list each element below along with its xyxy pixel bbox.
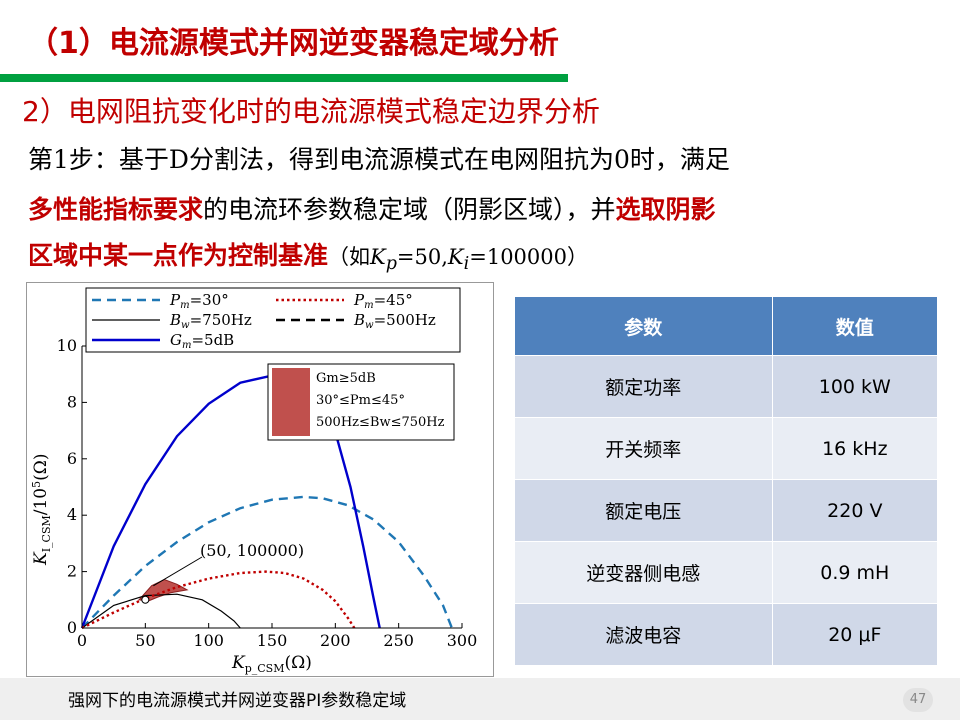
x-tick-label: 50 xyxy=(135,631,155,650)
table-row: 逆变器侧电感 0.9 mH xyxy=(514,541,939,604)
body-line-1: 第1步：基于D分割法，得到电流源模式在电网阻抗为0时，满足 xyxy=(28,145,730,174)
x-axis-label: Kp_CSM(Ω) xyxy=(231,653,312,675)
highlight-performance: 多性能指标要求 xyxy=(28,195,204,224)
body-line-2: 多性能指标要求的电流环参数稳定域（阴影区域），并选取阴影 xyxy=(28,190,940,226)
table-cell-param: 逆变器侧电感 xyxy=(514,541,773,604)
x-tick-label: 0 xyxy=(77,631,87,650)
x-tick-label: 300 xyxy=(447,631,478,650)
legend-label-5: Gm=5dB xyxy=(170,331,234,351)
series-line-2 xyxy=(81,593,241,629)
legend-label-4: Bw=500Hz xyxy=(353,311,436,331)
legend-label-2: Pm=45° xyxy=(353,291,413,311)
stability-region-chart: 0 50 100 150 200 250 300 0 2 4 6 8 10 Kp_CSM(Ω) KI_CSM… xyxy=(26,282,494,677)
table-cell-param: 开关频率 xyxy=(514,417,773,480)
table-cell-param: 额定功率 xyxy=(514,355,773,418)
annotation-label: (50, 100000) xyxy=(200,541,304,560)
table-row: 滤波电容 20 μF xyxy=(514,603,939,666)
slide-subtitle: 2）电网阻抗变化时的电流源模式稳定边界分析 xyxy=(22,95,600,128)
region-legend-label-2: 30°≤Pm≤45° xyxy=(316,393,405,408)
series-line-4 xyxy=(81,570,356,630)
annotation-leader xyxy=(153,556,203,587)
table-row: 额定电压 220 V xyxy=(514,479,939,542)
highlight-region: 区域中某一点作为控制基准 xyxy=(28,241,329,270)
x-tick-label: 250 xyxy=(383,631,414,650)
table-row: 额定功率 100 kW xyxy=(514,355,939,418)
x-tick-label: 100 xyxy=(193,631,224,650)
x-tick-label: 150 xyxy=(257,631,288,650)
table-header-param: 参数 xyxy=(514,296,773,356)
parameter-table: 参数 数值 额定功率 100 kW 开关频率 16 kHz 额定电压 220 V… xyxy=(514,296,939,666)
region-legend-label-3: 500Hz≤Bw≤750Hz xyxy=(316,415,445,430)
y-tick-label: 8 xyxy=(67,392,77,411)
x-tick-label: 200 xyxy=(320,631,351,650)
legend-label-3: Bw=750Hz xyxy=(169,311,252,331)
title-underline xyxy=(0,74,568,82)
slide-title: （1）电流源模式并网逆变器稳定域分析 xyxy=(28,26,559,61)
legend-label-1: Pm=30° xyxy=(169,291,229,311)
table-cell-value: 16 kHz xyxy=(771,417,939,480)
table-cell-value: 20 μF xyxy=(771,603,939,666)
table-cell-param: 滤波电容 xyxy=(514,603,773,666)
page-number: 47 xyxy=(903,688,933,712)
body-line-2-text: 的电流环参数稳定域（阴影区域），并 xyxy=(203,195,616,224)
table-cell-value: 220 V xyxy=(771,479,939,542)
y-tick-label: 2 xyxy=(67,562,77,581)
footer-bar xyxy=(0,678,960,720)
table-header-value: 数值 xyxy=(771,296,939,356)
table-cell-value: 0.9 mH xyxy=(771,541,939,604)
region-legend-label-1: Gm≥5dB xyxy=(316,371,376,386)
annotation-point xyxy=(141,595,150,604)
table-header-row: 参数 数值 xyxy=(514,296,939,356)
y-tick-label: 10 xyxy=(57,336,77,355)
example-values: （如Kp=50,Ki=100000） xyxy=(328,245,588,275)
body-line-3: 区域中某一点作为控制基准（如Kp=50,Ki=100000） xyxy=(28,236,940,274)
y-tick-label: 0 xyxy=(67,618,77,637)
footer-caption: 强网下的电流源模式并网逆变器PI参数稳定域 xyxy=(68,691,407,711)
y-tick-label: 4 xyxy=(67,505,77,524)
y-axis-label: KI_CSM/105(Ω) xyxy=(30,454,53,566)
table-cell-param: 额定电压 xyxy=(514,479,773,542)
table-row: 开关频率 16 kHz xyxy=(514,417,939,480)
region-legend-swatch xyxy=(272,368,310,436)
table-cell-value: 100 kW xyxy=(771,355,939,418)
highlight-select: 选取阴影 xyxy=(615,195,716,224)
y-tick-label: 6 xyxy=(67,449,77,468)
